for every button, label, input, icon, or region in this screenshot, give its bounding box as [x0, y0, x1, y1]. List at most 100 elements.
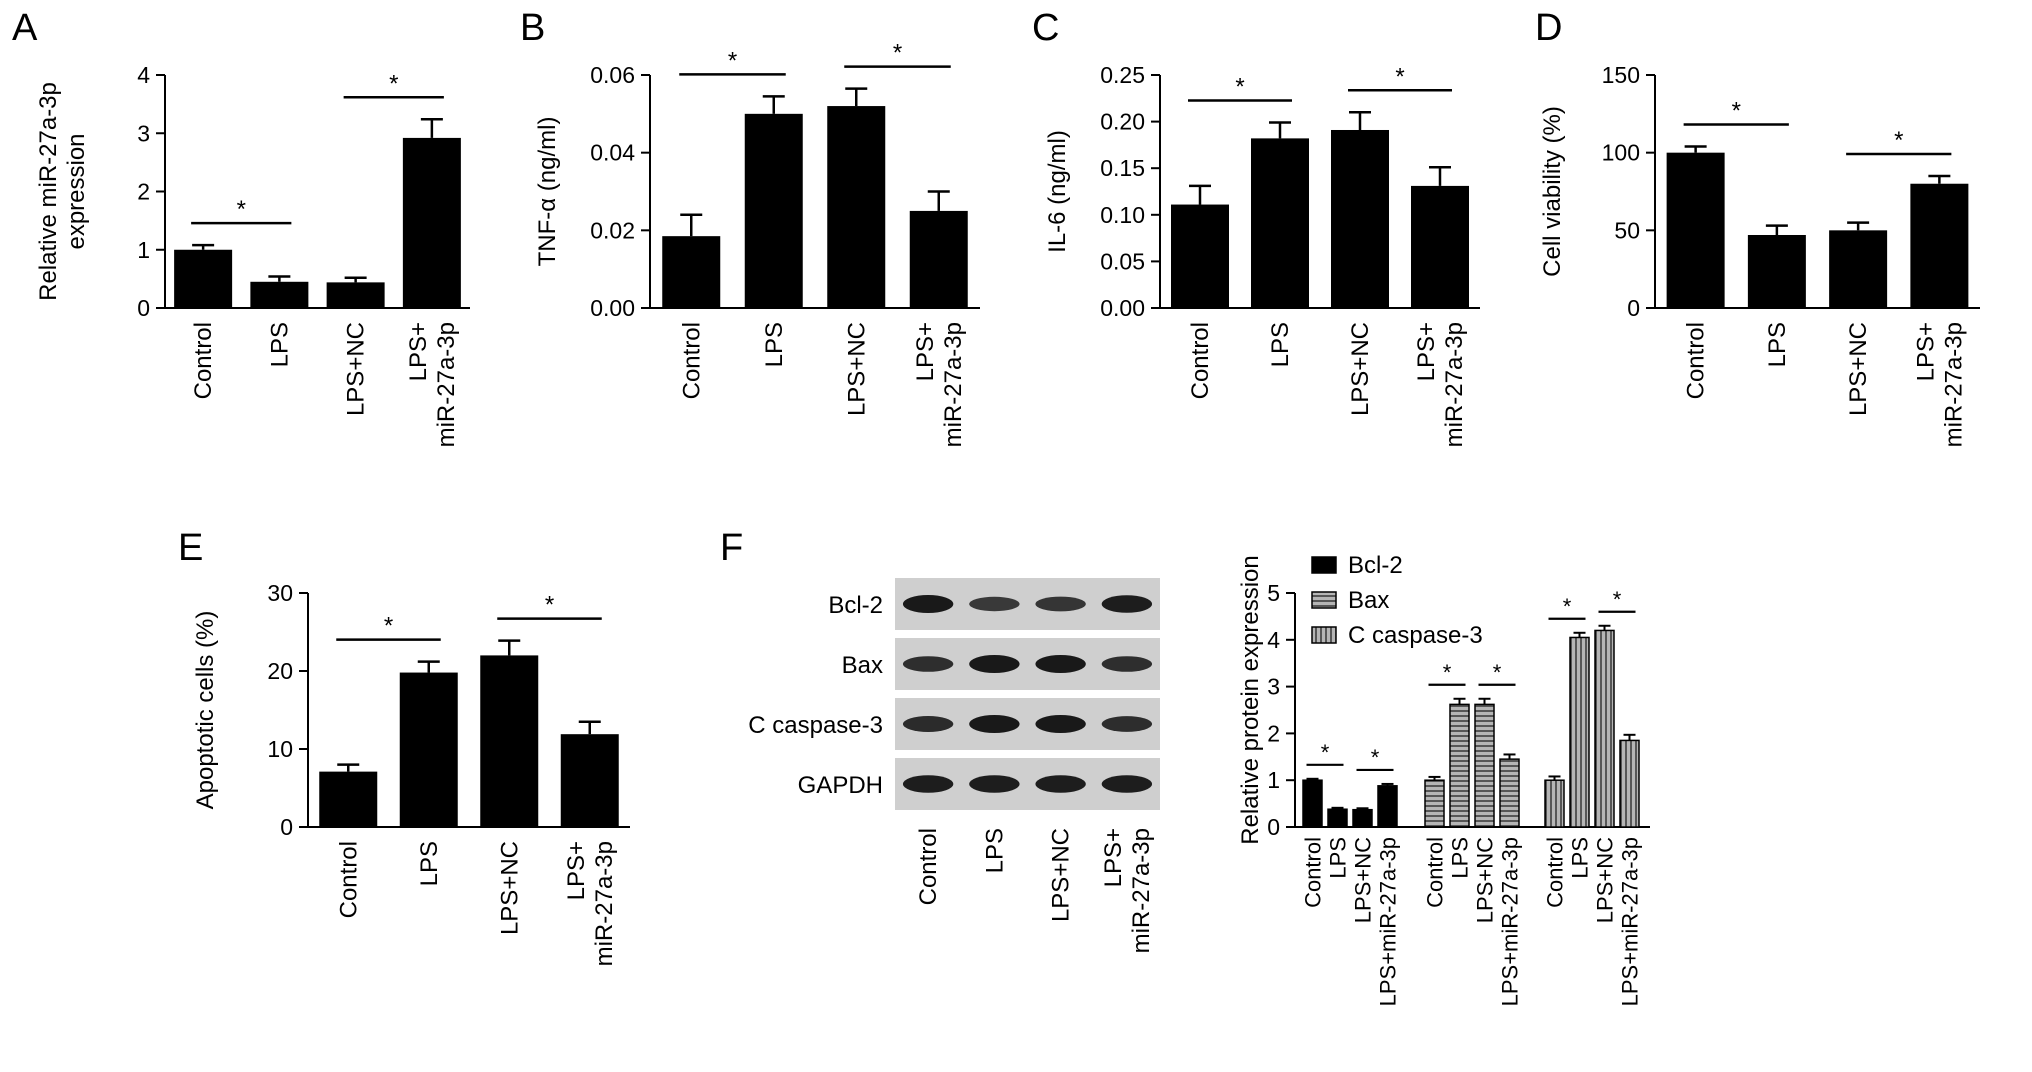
- panel-a: A 0 1 2 3 4 Relative miR-27a-3p expression Contr…: [12, 7, 470, 447]
- blot-lane-label: LPS+ miR-27a-3p: [1100, 828, 1155, 953]
- bar: [744, 113, 803, 308]
- legend-swatch: [1311, 556, 1337, 574]
- legend-label: Bax: [1348, 587, 1389, 614]
- blot-lane-label-line: LPS+: [1100, 828, 1127, 887]
- bar: [326, 282, 385, 308]
- blot-band: [1035, 596, 1086, 612]
- x-tick-label-text: LPS+NC: [1351, 837, 1376, 923]
- blot-band: [1101, 775, 1153, 793]
- blot-lane-label: LPS: [981, 828, 1008, 873]
- x-tick-label-line: LPS+: [1912, 322, 1939, 381]
- x-tick-label-line: LPS+: [563, 841, 590, 900]
- y-tick-label: 0: [137, 295, 150, 321]
- blot-band: [1101, 716, 1153, 732]
- x-tick-label-line: LPS: [266, 322, 293, 367]
- y-axis-label-text: Relative protein expression: [1237, 555, 1264, 845]
- bar: [1544, 779, 1565, 828]
- x-tick-label: LPS+NC: [1473, 837, 1498, 923]
- x-tick-label: LPS+miR-27a-3p: [405, 322, 460, 447]
- x-tick-label-line: LPS+NC: [1347, 322, 1374, 416]
- panel-c: C 0.00 0.05 0.10 0.15 0.20 0.25 IL-6 (ng/ml) Con…: [1032, 7, 1480, 447]
- x-tick-label-line: LPS+: [912, 322, 939, 381]
- x-tick-label-text: Control: [1543, 837, 1568, 908]
- blot-lane-label: Control: [915, 828, 942, 905]
- y-tick-label: 3: [1267, 674, 1280, 700]
- blot-band: [969, 775, 1020, 793]
- x-tick-label: LPS+NC: [496, 841, 523, 935]
- bar: [1594, 629, 1615, 828]
- x-tick-label: LPS: [416, 841, 443, 886]
- y-axis-label: Relative protein expression: [1237, 555, 1264, 845]
- x-tick-label-text: LPS+miR-27a-3p: [1498, 837, 1523, 1006]
- y-axis-label-line: expression: [63, 133, 90, 249]
- y-tick-label: 0: [280, 814, 293, 840]
- x-tick-label-line: miR-27a-3p: [1940, 322, 1967, 447]
- x-tick-label-line: miR-27a-3p: [433, 322, 460, 447]
- y-axis-label-line: Apoptotic cells (%): [192, 611, 219, 810]
- x-tick-label-text: LPS+miR-27a-3p: [1376, 837, 1401, 1006]
- y-axis-label: Cell viability (%): [1539, 106, 1566, 277]
- x-tick-label: LPS+miR-27a-3p: [1912, 322, 1967, 447]
- significance-star: *: [1613, 587, 1622, 612]
- bar: [399, 672, 458, 827]
- significance-star: *: [728, 47, 737, 74]
- bar: [402, 137, 461, 308]
- series-c-caspase-3: Control LPS LPS+NC LPS+miR-27a-3p * *: [1543, 587, 1643, 1007]
- y-tick-label: 0.06: [590, 62, 635, 88]
- x-tick-label-text: LPS: [1326, 837, 1351, 879]
- x-tick-label: Control: [1301, 837, 1326, 908]
- x-tick-label: LPS+NC: [843, 322, 870, 416]
- blot-row-label: C caspase-3: [748, 712, 883, 739]
- blot-band: [1035, 655, 1086, 673]
- x-tick-label-line: LPS+NC: [496, 841, 523, 935]
- blot-band: [1101, 656, 1153, 672]
- blot-row-label: Bax: [842, 652, 883, 679]
- x-tick-label: LPS+NC: [1351, 837, 1376, 923]
- significance-star: *: [1321, 740, 1330, 765]
- x-tick-label: LPS+miR-27a-3p: [1413, 322, 1468, 447]
- panel-letter: E: [178, 527, 203, 569]
- x-tick-label: LPS+NC: [343, 322, 370, 416]
- x-tick-label-line: LPS: [1267, 322, 1294, 367]
- x-tick-label: Control: [678, 322, 705, 399]
- significance-star: *: [1443, 660, 1452, 685]
- x-tick-label: LPS+miR-27a-3p: [1498, 837, 1523, 1006]
- x-tick-label: LPS: [1267, 322, 1294, 367]
- x-tick-label-line: Control: [1683, 322, 1710, 399]
- y-tick-label: 0.04: [590, 140, 635, 166]
- bar: [1327, 808, 1348, 828]
- bar: [1619, 739, 1640, 828]
- bar: [1411, 185, 1469, 308]
- y-axis-label: Apoptotic cells (%): [192, 611, 219, 810]
- panel-letter: D: [1535, 7, 1562, 49]
- blot-band: [902, 716, 954, 732]
- bar: [560, 734, 619, 827]
- y-tick-label: 2: [137, 179, 150, 205]
- significance-star: *: [1563, 594, 1572, 619]
- y-tick-label: 0: [1627, 295, 1640, 321]
- y-tick-label: 0.20: [1100, 109, 1145, 135]
- panel-e: E 0 10 20 30 Apoptotic cells (%) Control LPS LPS…: [178, 527, 630, 966]
- blot-lane-label-line: LPS+NC: [1048, 828, 1075, 922]
- blot-lane-label-line: Control: [915, 828, 942, 905]
- y-tick-label: 4: [137, 62, 150, 88]
- blot-band: [969, 715, 1020, 733]
- significance-star: *: [237, 196, 246, 223]
- significance-star: *: [1493, 660, 1502, 685]
- blot-lane-label-line: miR-27a-3p: [1128, 828, 1155, 953]
- bar: [1171, 204, 1229, 308]
- x-tick-label-line: LPS: [761, 322, 788, 367]
- x-tick-label: LPS: [761, 322, 788, 367]
- x-tick-label: LPS+NC: [1347, 322, 1374, 416]
- x-tick-label: LPS: [1764, 322, 1791, 367]
- x-tick-label: Control: [1187, 322, 1214, 399]
- x-tick-label-line: LPS: [416, 841, 443, 886]
- x-tick-label: LPS: [266, 322, 293, 367]
- x-tick-label-line: miR-27a-3p: [940, 322, 967, 447]
- y-tick-label: 0.25: [1100, 62, 1145, 88]
- y-tick-label: 100: [1602, 140, 1640, 166]
- y-tick-label: 20: [267, 658, 293, 684]
- x-tick-label: LPS: [1568, 837, 1593, 879]
